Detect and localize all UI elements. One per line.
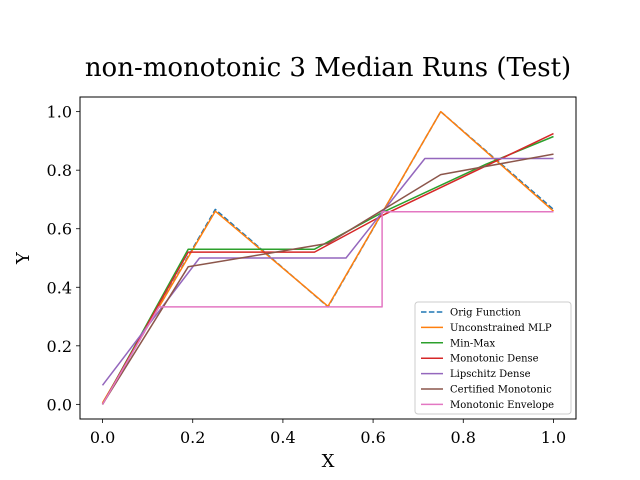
legend-label: Unconstrained MLP [450, 323, 552, 334]
x-tick-label: 0.2 [180, 428, 205, 447]
legend-label: Lipschitz Dense [450, 369, 531, 380]
legend-box [414, 301, 572, 415]
x-tick-label: 1.0 [541, 428, 566, 447]
series-line-6 [101, 210, 554, 405]
x-tick-label: 0.4 [270, 428, 295, 447]
y-axis-label: Y [13, 251, 34, 265]
x-tick-label: 0.8 [451, 428, 476, 447]
legend-label: Certified Monotonic [450, 385, 552, 396]
y-tick-label: 0.4 [47, 278, 72, 297]
legend: Orig Function Unconstrained MLP Min-Max Mon… [414, 301, 572, 415]
x-tick-label: 0.6 [360, 428, 385, 447]
series-layer [101, 110, 554, 405]
y-tick-label: 0.0 [47, 395, 72, 414]
legend-label: Min-Max [450, 338, 495, 349]
y-tick-label: 0.8 [47, 161, 72, 180]
plot-frame [79, 96, 577, 420]
series-line-3 [101, 132, 554, 405]
x-tick-label: 0.0 [90, 428, 115, 447]
legend-label: Monotonic Envelope [450, 400, 554, 411]
y-axis: 0.0 0.2 0.4 0.6 0.8 1.0 [47, 103, 80, 414]
chart-title: non-monotonic 3 Median Runs (Test) [85, 53, 571, 83]
y-tick-label: 0.6 [47, 220, 72, 239]
legend-label: Monotonic Dense [450, 354, 539, 365]
y-tick-label: 1.0 [47, 103, 72, 122]
series-line-5 [101, 153, 554, 405]
legend-label: Orig Function [450, 308, 521, 319]
x-axis: 0.0 0.2 0.4 0.6 0.8 1.0 [90, 419, 566, 447]
y-tick-label: 0.2 [47, 337, 72, 356]
x-axis-label: X [322, 451, 335, 472]
